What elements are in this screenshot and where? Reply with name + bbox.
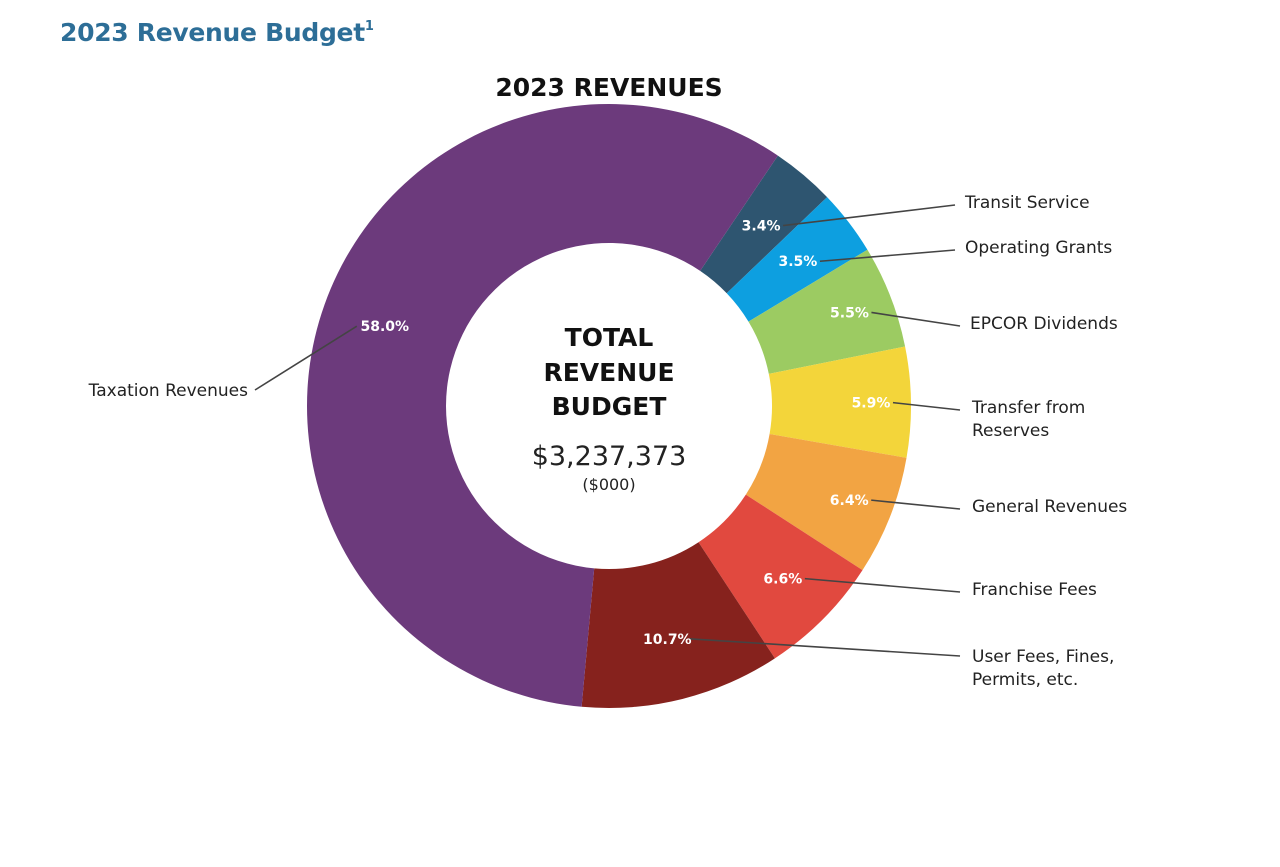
category-label-taxation-revenues: Taxation Revenues (88, 381, 248, 401)
category-label-epcor-dividends: EPCOR Dividends (970, 314, 1118, 334)
leader-line-epcor-dividends (871, 311, 961, 327)
leader-line-taxation-revenues (254, 325, 358, 391)
value-label-epcor-dividends: 5.5% (830, 305, 869, 321)
value-label-franchise-fees: 6.6% (763, 572, 802, 588)
category-label-transfer-from-reserves-line-1: Transfer from (971, 398, 1085, 418)
leader-line-transit-service (782, 204, 956, 227)
center-title-line-1: TOTAL (565, 323, 654, 352)
category-label-user-fees-fines-permits-etc-line-2: Permits, etc. (972, 670, 1078, 690)
leader-line-user-fees-fines-permits-etc (689, 638, 961, 657)
value-label-user-fees-fines-permits-etc: 10.7% (643, 632, 692, 648)
center-title-line-3: BUDGET (552, 392, 667, 421)
slice-general-revenues (745, 433, 907, 571)
category-label-transit-service: Transit Service (964, 193, 1090, 213)
page-title-text: 2023 Revenue Budget (60, 18, 365, 47)
category-label-franchise-fees: Franchise Fees (972, 580, 1097, 600)
value-label-transfer-from-reserves: 5.9% (852, 396, 891, 412)
chart-title: 2023 REVENUES (495, 73, 722, 102)
leader-line-franchise-fees (804, 577, 961, 593)
slice-transit-service (700, 155, 828, 294)
value-label-operating-grants: 3.5% (779, 254, 818, 270)
center-title-line-2: REVENUE (543, 358, 674, 387)
slice-user-fees-fines-permits-etc (581, 542, 775, 708)
slice-taxation-revenues (307, 103, 778, 707)
value-label-taxation-revenues: 58.0% (361, 319, 410, 335)
leader-line-operating-grants (819, 249, 956, 263)
category-label-general-revenues: General Revenues (972, 497, 1127, 517)
slice-franchise-fees (698, 494, 863, 659)
value-label-transit-service: 3.4% (742, 219, 781, 235)
leader-line-transfer-from-reserves (892, 401, 961, 411)
category-label-user-fees-fines-permits-etc-line-1: User Fees, Fines, (972, 647, 1114, 667)
page-title: 2023 Revenue Budget1 (60, 18, 374, 47)
slice-operating-grants (726, 197, 868, 322)
donut-slices (307, 103, 911, 708)
footnote-marker: 1 (364, 18, 374, 34)
slice-epcor-dividends (748, 249, 906, 374)
category-label-transfer-from-reserves-line-2: Reserves (972, 421, 1049, 441)
slice-transfer-from-reserves (768, 346, 911, 458)
leader-line-general-revenues (871, 499, 961, 510)
center-total-amount: $3,237,373 (532, 441, 687, 472)
value-label-general-revenues: 6.4% (830, 493, 869, 509)
center-unit: ($000) (582, 475, 635, 494)
slice-annotations: 3.4% Transit Service 3.5% Operating Grants 5… (88, 193, 1128, 690)
category-label-operating-grants: Operating Grants (965, 238, 1112, 258)
donut-center: TOTAL REVENUE BUDGET $3,237,373 ($000) (532, 323, 687, 494)
